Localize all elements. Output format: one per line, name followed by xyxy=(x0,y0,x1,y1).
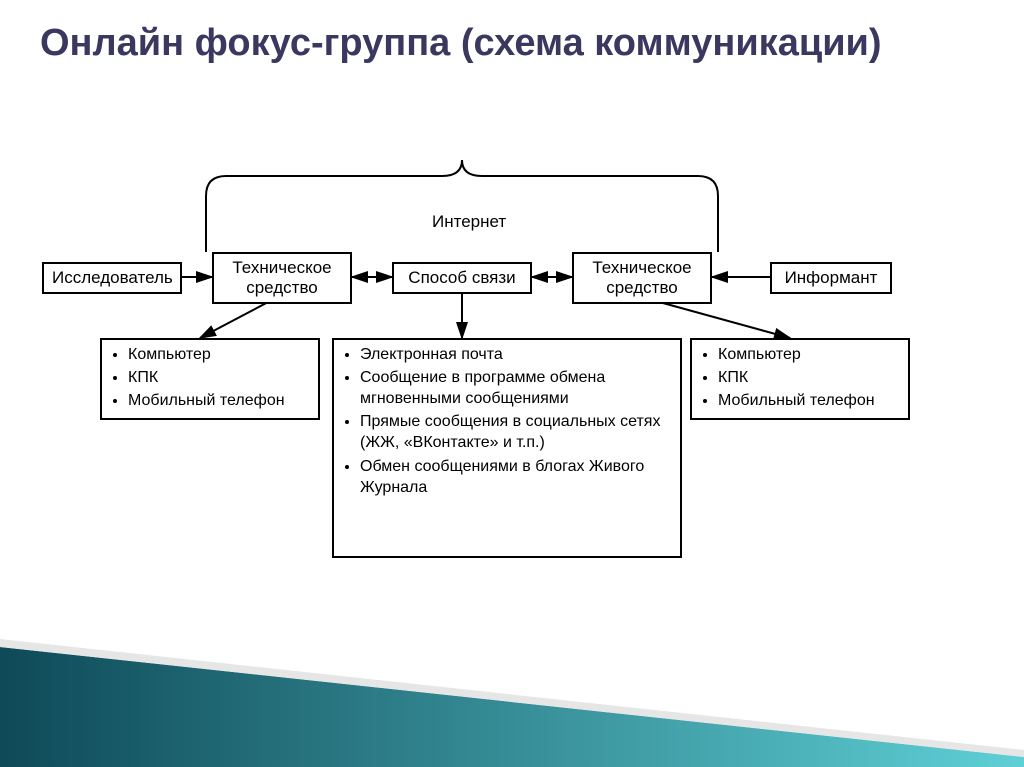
node-informant: Информант xyxy=(770,262,892,294)
list-devices-right: КомпьютерКПКМобильный телефон xyxy=(690,338,910,420)
list-item: Электронная почта xyxy=(360,344,672,365)
node-researcher-text: Исследователь xyxy=(52,268,173,287)
list-item: Обмен сообщениями в блогах Живого Журнал… xyxy=(360,456,672,498)
list-devices-left-items: КомпьютерКПКМобильный телефон xyxy=(110,344,310,411)
list-item: КПК xyxy=(718,367,900,388)
diagram-canvas: Интернет Исследователь Техническое средс… xyxy=(0,0,1024,767)
node-researcher: Исследователь xyxy=(42,262,182,294)
node-tech-right: Техническое средство xyxy=(572,252,712,304)
list-devices-left: КомпьютерКПКМобильный телефон xyxy=(100,338,320,420)
internet-label: Интернет xyxy=(432,212,506,232)
slide: Онлайн фокус-группа (схема коммуникации)… xyxy=(0,0,1024,767)
list-item: Компьютер xyxy=(128,344,310,365)
node-method: Способ связи xyxy=(392,262,532,294)
list-devices-right-items: КомпьютерКПКМобильный телефон xyxy=(700,344,900,411)
node-method-text: Способ связи xyxy=(408,268,515,287)
list-item: Мобильный телефон xyxy=(718,390,900,411)
node-tech-left-text: Техническое средство xyxy=(232,258,331,297)
list-methods-center: Электронная почтаСообщение в программе о… xyxy=(332,338,682,558)
list-item: Сообщение в программе обмена мгновенными… xyxy=(360,367,672,409)
list-item: КПК xyxy=(128,367,310,388)
node-tech-right-text: Техническое средство xyxy=(592,258,691,297)
node-informant-text: Информант xyxy=(785,268,878,287)
list-item: Прямые сообщения в социальных сетях (ЖЖ,… xyxy=(360,411,672,453)
list-item: Компьютер xyxy=(718,344,900,365)
list-item: Мобильный телефон xyxy=(128,390,310,411)
node-tech-left: Техническое средство xyxy=(212,252,352,304)
list-methods-center-items: Электронная почтаСообщение в программе о… xyxy=(342,344,672,498)
